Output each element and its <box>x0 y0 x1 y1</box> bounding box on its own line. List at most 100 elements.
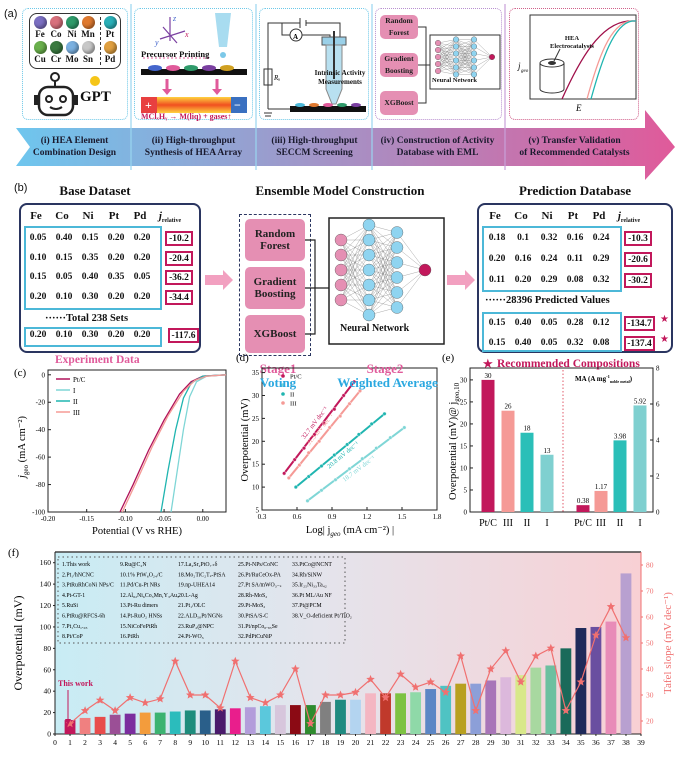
data-point <box>306 450 311 455</box>
nn-edge <box>437 46 457 72</box>
tafel-star-marker <box>441 687 450 696</box>
tick-label: 35 <box>252 369 260 377</box>
ma-end: ) <box>630 375 633 383</box>
j-value: -137.4 <box>624 336 655 351</box>
reference-label: 7.Pt₁Cu₁.₀₃ <box>62 624 87 630</box>
reference-label: 12.Al₈₂Ni₆Co₃Mn₁Y₃Au₅ <box>120 593 179 599</box>
pred-row: 0.20 0.16 0.24 0.11 0.29 <box>484 254 614 264</box>
step-5-label: (v) Transfer Validation of Recommended Ca… <box>512 135 637 159</box>
element-symbol: Ni <box>67 29 77 39</box>
nn-node <box>435 47 442 54</box>
element-symbol: Pd <box>104 54 116 64</box>
nn-node <box>334 233 348 247</box>
tick-label: 39 <box>637 738 645 747</box>
step-2-label: (ii) High-throughput Synthesis of HEA Arr… <box>131 135 256 159</box>
reference-label: 38.V_O-deficient Pt/TiO₂ <box>292 613 352 620</box>
tick-label: 20 <box>646 717 654 726</box>
tafel-star-marker <box>261 698 270 707</box>
cell: 0.10 <box>29 252 47 263</box>
step-5-box: j geo E HEA Electrocatalysts <box>509 8 639 120</box>
reference-label: 5.RuSi <box>62 603 78 609</box>
resistor-label: Rᵤ <box>273 74 280 82</box>
tick-label: -100 <box>32 509 45 517</box>
star-icon: ★ <box>660 314 669 325</box>
nn-edge <box>455 39 475 75</box>
reference-label: 18.Mo₂TiC₂Tₓ-PtSA <box>178 572 226 578</box>
nozzle <box>215 13 231 47</box>
nn-node <box>488 54 495 61</box>
tick-label: 21 <box>367 738 375 747</box>
element-symbol: Sn <box>82 54 93 64</box>
nn-edge <box>437 67 457 72</box>
column-header: Fe <box>30 210 42 222</box>
positive-electrode: + <box>145 98 152 112</box>
j-symbol: j <box>617 210 621 222</box>
tick-label: -0.05 <box>157 515 172 523</box>
intrinsic-line-2: Measurements <box>318 78 362 86</box>
tafel-star-marker <box>321 690 330 699</box>
axis-x: x <box>184 30 189 39</box>
j-subscript: relative <box>620 218 641 225</box>
cell: 0.05 <box>540 338 558 348</box>
column-header: Pd <box>133 210 147 222</box>
reference-label: 28.Rh-MoS₂ <box>238 593 267 599</box>
nn-node <box>453 57 460 64</box>
tick-label: 25 <box>252 415 260 423</box>
element-co: Co <box>48 16 64 39</box>
panel-d-label: (d) <box>236 352 249 364</box>
reference-label: 10.1% PtW₆O₂₄/C <box>120 572 163 578</box>
tick-label: 28 <box>472 738 480 747</box>
recommended-compositions-label: Recommended Compositions <box>497 358 640 370</box>
x-axis-label: Log| jgeo (mA cm⁻²) | <box>306 525 394 538</box>
hea-line-1: HEA <box>564 35 580 42</box>
tick-label: 20 <box>460 420 468 428</box>
nn-edge <box>455 46 475 75</box>
panel-a-label: (a) <box>4 8 18 20</box>
data-point <box>332 453 337 458</box>
element-ball <box>81 41 95 54</box>
nn-node <box>334 278 348 292</box>
experiment-j-value: -117.6 <box>168 328 199 343</box>
tick-label: 4 <box>656 437 660 445</box>
electrode-cylinder <box>539 63 565 94</box>
cell: 0.16 <box>514 254 532 264</box>
tafel-star-marker <box>306 719 315 728</box>
cell: 0.29 <box>592 254 610 264</box>
experiment-row: 0.20 0.10 0.30 0.20 0.20 <box>25 330 155 340</box>
tafel-star-marker <box>125 693 135 702</box>
hea-line-2: Electrocatalysts <box>550 43 594 50</box>
tafel-star-marker <box>186 690 195 699</box>
tick-label: 32 <box>532 738 540 747</box>
tick-label: 1 <box>68 738 72 747</box>
data-point <box>292 457 297 462</box>
reference-label: 34.Rh/SiNW <box>292 572 323 578</box>
data-point <box>356 432 361 437</box>
reference-label: 14.Pt-RuO₂ HNSs <box>120 614 163 620</box>
legend-label: Pt/C <box>73 376 86 384</box>
nn-node <box>362 293 376 307</box>
reference-label: 11.Pd/Cu-Pt NRs <box>120 583 161 589</box>
training-rows-highlight <box>24 226 162 310</box>
tick-label: 60 <box>646 613 654 622</box>
nn-edge <box>340 254 370 301</box>
cell: 0.11 <box>488 275 506 285</box>
cell: 0.20 <box>107 233 125 243</box>
legend-marker <box>281 392 285 396</box>
element-mo: Mo <box>64 41 80 64</box>
tick-label: 160 <box>40 558 52 567</box>
tick-label: 18 <box>322 738 330 747</box>
legend-marker <box>281 383 285 387</box>
category-label: Pt/C <box>479 518 497 529</box>
nn-node <box>435 40 442 47</box>
column-header: Ni <box>541 210 553 222</box>
printing-illustration: z x y + − <box>141 13 247 113</box>
experiment-data-label: Experiment Data <box>55 354 140 366</box>
nn-node <box>362 218 376 232</box>
bar-ref-33 <box>545 665 557 734</box>
column-header: Ni <box>82 210 94 222</box>
nn-node <box>390 241 404 254</box>
stage1-box <box>239 214 311 356</box>
bar-overpotential-III <box>501 410 515 512</box>
lightbulb-icon <box>90 76 100 86</box>
nn-node <box>362 278 376 292</box>
